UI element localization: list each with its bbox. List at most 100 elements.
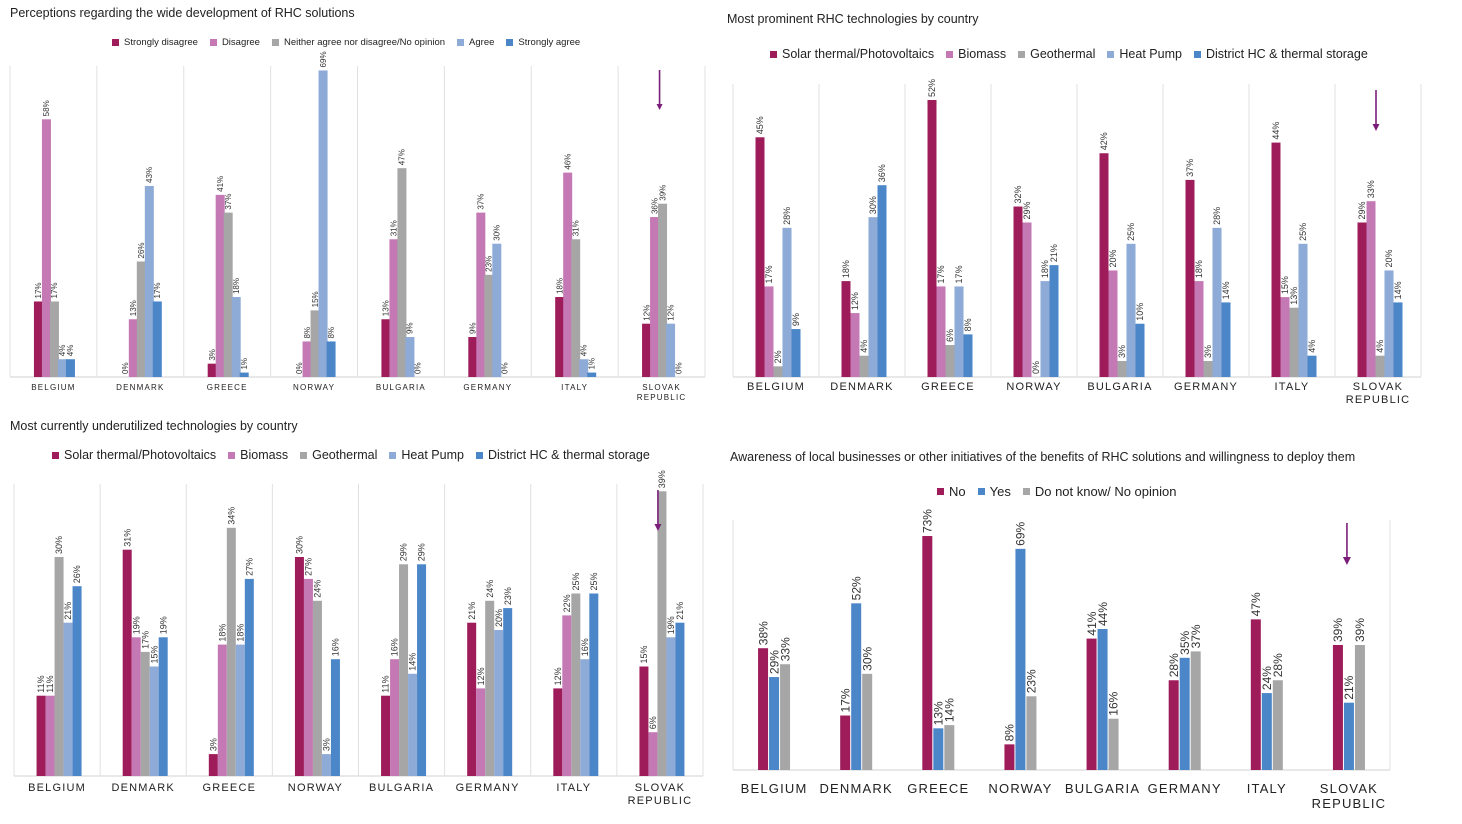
bar-norway-district-hc-thermal-storage [330, 659, 340, 776]
data-label: 8% [327, 327, 336, 339]
bar-slovak-republic-district-hc-thermal-storage [1393, 302, 1403, 377]
category-label-norway: NORWAY [988, 781, 1052, 796]
data-label: 21% [1342, 675, 1356, 699]
legend-label: District HC & thermal storage [1205, 47, 1368, 61]
bar-belgium-solar-thermal-photovoltaics [755, 137, 765, 377]
data-label: 17% [838, 688, 852, 712]
data-label: 9% [469, 322, 478, 334]
data-label: 27% [244, 558, 254, 576]
bar-slovak-republic-neither-agree-nor-disagree-no-opinion [658, 203, 668, 377]
bar-italy-no [1250, 619, 1261, 770]
data-label: 21% [675, 602, 685, 620]
category-label-norway: NORWAY [288, 782, 343, 794]
bar-bulgaria-biomass [390, 659, 400, 776]
bar-greece-biomass [217, 644, 227, 776]
data-label: 25% [571, 572, 581, 590]
data-label: 8% [1003, 724, 1017, 742]
bar-germany-do-not-know-no-opinion [1190, 651, 1201, 770]
legend-swatch [52, 451, 59, 459]
bar-belgium-strongly-agree [65, 359, 75, 377]
category-label-greece: GREECE [907, 781, 969, 796]
bar-germany-yes [1179, 657, 1190, 770]
bar-bulgaria-district-hc-thermal-storage [1135, 323, 1145, 377]
data-label: 20% [494, 609, 504, 627]
bar-norway-geothermal [312, 600, 322, 776]
legend-label: Biomass [240, 448, 289, 462]
bar-belgium-heat-pump [63, 622, 73, 776]
bar-greece-do-not-know-no-opinion [944, 725, 955, 770]
data-label: 30% [493, 225, 502, 241]
legend-label: No [949, 484, 966, 499]
bar-italy-geothermal [571, 593, 581, 776]
bar-norway-heat-pump [1040, 281, 1050, 377]
bar-germany-strongly-disagree [468, 337, 478, 377]
category-label-denmark: DENMARK [830, 381, 893, 393]
legend-item-biomass: Biomass [228, 448, 288, 462]
prominent-legend: Solar thermal/Photovoltaics Biomass Geothe… [770, 47, 1380, 61]
legend-swatch [389, 451, 397, 459]
data-label: 1% [587, 358, 596, 370]
legend-item-solar-thermal-photovoltaics: Solar thermal/Photovoltaics [770, 47, 934, 61]
data-label: 31% [571, 220, 580, 236]
data-label: 4% [58, 345, 67, 357]
data-label: 58% [42, 100, 51, 116]
data-label: 47% [398, 149, 407, 165]
bar-denmark-do-not-know-no-opinion [862, 673, 873, 770]
data-label: 16% [331, 638, 341, 656]
bar-belgium-yes [769, 677, 780, 770]
legend-label: Strongly disagree [124, 37, 198, 48]
data-label: 18% [1194, 260, 1204, 278]
category-label-italy: ITALY [561, 383, 588, 392]
bar-italy-do-not-know-no-opinion [1272, 680, 1283, 770]
bar-slovak-republic-disagree [650, 217, 660, 377]
bar-greece-neither-agree-nor-disagree-no-opinion [223, 212, 233, 377]
bar-slovak-republic-heat-pump [666, 637, 676, 776]
data-label: 39% [1331, 618, 1345, 642]
data-label: 41% [216, 176, 225, 192]
data-label: 9% [406, 322, 415, 334]
bar-belgium-geothermal [54, 557, 64, 776]
data-label: 15% [149, 645, 159, 663]
bar-denmark-district-hc-thermal-storage [158, 637, 168, 776]
bar-italy-biomass [1280, 297, 1290, 377]
bar-italy-heat-pump [580, 659, 590, 776]
data-label: 47% [1249, 592, 1263, 616]
bar-greece-biomass [936, 286, 946, 377]
bar-belgium-heat-pump [782, 227, 792, 377]
bar-belgium-strongly-disagree [33, 301, 43, 377]
data-label: 44% [1096, 602, 1110, 626]
legend-item-solar-thermal-photovoltaics: Solar thermal/Photovoltaics [52, 448, 216, 462]
bar-bulgaria-do-not-know-no-opinion [1108, 718, 1119, 770]
data-label: 30% [295, 536, 305, 554]
bar-denmark-yes [851, 603, 862, 770]
legend-swatch [475, 451, 483, 459]
data-label: 69% [319, 51, 328, 67]
category-label-slovak-republic-line2: REPUBLIC [637, 393, 687, 402]
data-label: 24% [485, 580, 495, 598]
legend-swatch [946, 50, 954, 58]
legend-swatch [506, 39, 514, 46]
bar-greece-strongly-disagree [207, 363, 217, 377]
bar-belgium-agree [57, 359, 67, 377]
bar-germany-disagree [476, 212, 486, 377]
bar-belgium-district-hc-thermal-storage [791, 329, 801, 377]
bar-greece-heat-pump [235, 644, 245, 776]
bar-italy-geothermal [1289, 307, 1299, 377]
bar-bulgaria-solar-thermal-photovoltaics [381, 695, 391, 776]
data-label: 9% [791, 313, 801, 326]
legend-swatch [1022, 488, 1030, 495]
legend-item-strongly-disagree: Strongly disagree [112, 37, 198, 48]
highlight-arrow-icon [656, 104, 663, 110]
category-label-slovak-republic-line1: SLOVAK [1320, 781, 1378, 796]
bar-belgium-neither-agree-nor-disagree-no-opinion [49, 301, 59, 377]
data-label: 3% [208, 349, 217, 361]
data-label: 30% [868, 196, 878, 214]
bar-greece-geothermal [945, 345, 955, 377]
data-label: 13% [1289, 287, 1299, 305]
data-label: 0% [295, 362, 304, 374]
bar-italy-heat-pump [1298, 243, 1308, 377]
data-label: 16% [580, 638, 590, 656]
category-label-slovak-republic-line2: REPUBLIC [1312, 796, 1387, 811]
